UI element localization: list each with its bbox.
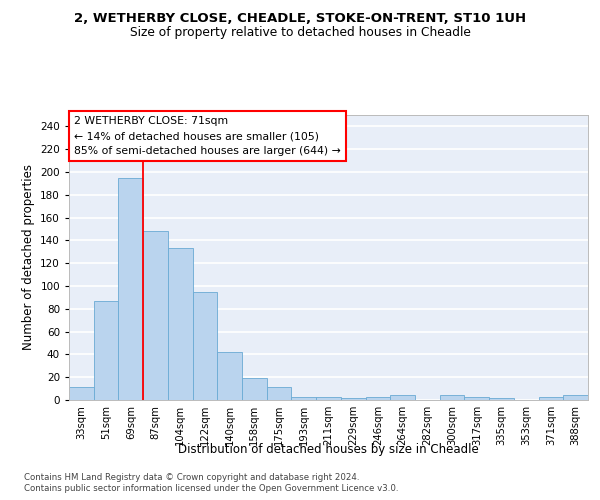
Bar <box>267 388 292 400</box>
Bar <box>489 398 514 400</box>
Text: 2, WETHERBY CLOSE, CHEADLE, STOKE-ON-TRENT, ST10 1UH: 2, WETHERBY CLOSE, CHEADLE, STOKE-ON-TRE… <box>74 12 526 26</box>
Bar <box>390 396 415 400</box>
Bar <box>193 292 217 400</box>
Bar <box>464 396 489 400</box>
Text: Contains HM Land Registry data © Crown copyright and database right 2024.: Contains HM Land Registry data © Crown c… <box>24 472 359 482</box>
Text: 2 WETHERBY CLOSE: 71sqm
← 14% of detached houses are smaller (105)
85% of semi-d: 2 WETHERBY CLOSE: 71sqm ← 14% of detache… <box>74 116 341 156</box>
Bar <box>217 352 242 400</box>
Text: Size of property relative to detached houses in Cheadle: Size of property relative to detached ho… <box>130 26 470 39</box>
Bar <box>563 396 588 400</box>
Text: Contains public sector information licensed under the Open Government Licence v3: Contains public sector information licen… <box>24 484 398 493</box>
Bar <box>292 396 316 400</box>
Bar <box>242 378 267 400</box>
Bar <box>168 248 193 400</box>
Bar <box>143 232 168 400</box>
Bar <box>341 398 365 400</box>
Y-axis label: Number of detached properties: Number of detached properties <box>22 164 35 350</box>
Bar <box>316 396 341 400</box>
Bar <box>94 301 118 400</box>
Bar <box>69 388 94 400</box>
Bar <box>440 396 464 400</box>
Bar <box>539 396 563 400</box>
Bar <box>118 178 143 400</box>
Text: Distribution of detached houses by size in Cheadle: Distribution of detached houses by size … <box>178 442 479 456</box>
Bar <box>365 396 390 400</box>
